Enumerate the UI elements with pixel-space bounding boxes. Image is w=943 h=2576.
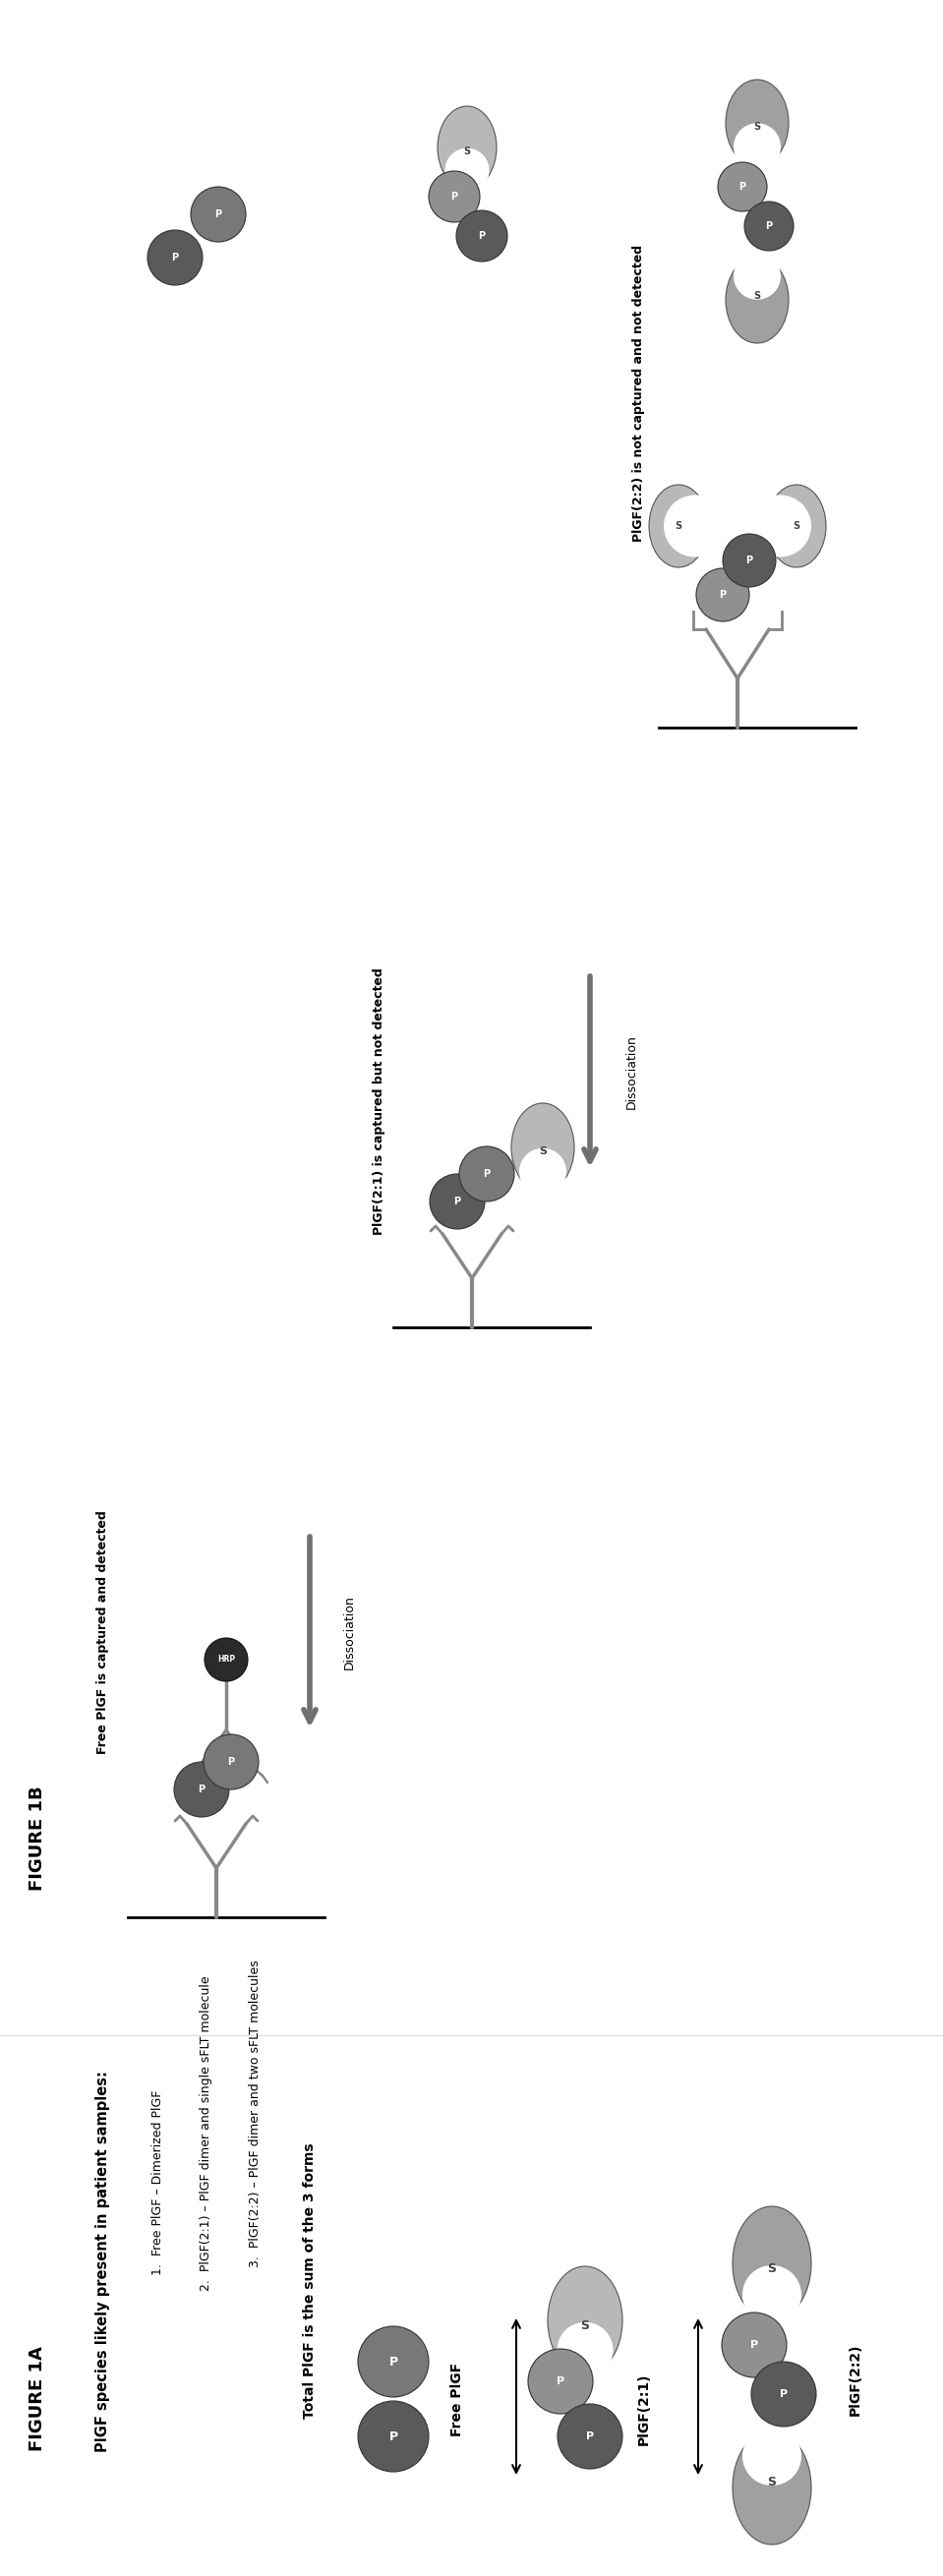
Text: S: S [753,121,761,131]
Circle shape [358,2326,429,2398]
Text: S: S [768,2262,776,2275]
Ellipse shape [726,258,788,343]
Text: 3.  PlGF(2:2) – PlGF dimer and two sFLT molecules: 3. PlGF(2:2) – PlGF dimer and two sFLT m… [249,1960,262,2267]
Text: PlGF(2:1) is captured but not detected: PlGF(2:1) is captured but not detected [372,969,385,1234]
Text: P: P [586,2432,594,2442]
Ellipse shape [733,2432,811,2545]
Text: HRP: HRP [217,1656,235,1664]
Text: S: S [675,520,682,531]
Circle shape [147,229,203,286]
Circle shape [456,211,507,263]
Circle shape [734,252,781,299]
Circle shape [429,170,480,222]
Circle shape [557,2321,613,2378]
Circle shape [742,2427,802,2486]
Ellipse shape [649,484,708,567]
Circle shape [744,201,794,250]
Circle shape [190,188,246,242]
Circle shape [722,533,776,587]
Text: 1.  Free PlGF – Dimerized PlGF: 1. Free PlGF – Dimerized PlGF [151,2089,164,2275]
Text: S: S [538,1146,547,1157]
Circle shape [664,495,726,556]
Text: 2.  PlGF(2:1) – PlGF dimer and single sFLT molecule: 2. PlGF(2:1) – PlGF dimer and single sFL… [200,1976,213,2290]
Circle shape [459,1146,514,1200]
Ellipse shape [767,484,826,567]
Text: P: P [478,232,486,242]
Text: P: P [780,2388,787,2398]
Text: FIGURE 1B: FIGURE 1B [28,1785,46,1891]
Text: P: P [172,252,178,263]
Circle shape [528,2349,593,2414]
Circle shape [520,1149,567,1195]
Text: S: S [581,2318,589,2331]
Circle shape [752,2362,816,2427]
Text: FIGURE 1A: FIGURE 1A [28,2347,46,2452]
Ellipse shape [726,80,788,167]
Text: P: P [454,1198,461,1206]
Text: P: P [389,2429,398,2442]
Text: S: S [753,291,761,301]
Text: Total PlGF is the sum of the 3 forms: Total PlGF is the sum of the 3 forms [303,2143,317,2419]
Text: Dissociation: Dissociation [342,1595,356,1669]
Text: P: P [556,2378,565,2385]
Circle shape [721,2313,786,2378]
Circle shape [750,495,811,556]
Text: P: P [198,1785,205,1795]
Circle shape [445,147,489,193]
Text: S: S [793,520,800,531]
Text: P: P [483,1170,490,1180]
Ellipse shape [733,2205,811,2321]
Text: P: P [720,590,726,600]
Text: PlGF(2:2) is not captured and not detected: PlGF(2:2) is not captured and not detect… [633,245,646,541]
Circle shape [174,1762,229,1816]
Text: P: P [451,191,457,201]
Text: P: P [739,183,746,191]
Text: P: P [227,1757,235,1767]
Text: P: P [751,2339,758,2349]
Circle shape [557,2403,622,2468]
Text: PlGF(2:2): PlGF(2:2) [849,2344,862,2416]
Ellipse shape [438,106,497,188]
Circle shape [205,1638,248,1682]
Text: P: P [746,556,753,564]
Text: Free PlGF is captured and detected: Free PlGF is captured and detected [97,1510,109,1754]
Circle shape [430,1175,485,1229]
Circle shape [204,1734,258,1790]
Text: Free PlGF: Free PlGF [451,2362,464,2437]
Circle shape [734,124,781,170]
Text: Dissociation: Dissociation [625,1036,637,1110]
Text: P: P [389,2354,398,2367]
Circle shape [742,2264,802,2324]
Text: S: S [464,147,471,157]
Text: P: P [215,209,222,219]
Ellipse shape [511,1103,574,1193]
Circle shape [696,569,750,621]
Text: PlGF species likely present in patient samples:: PlGF species likely present in patient s… [96,2071,110,2452]
Circle shape [718,162,767,211]
Text: P: P [766,222,772,232]
Ellipse shape [548,2267,622,2375]
Text: S: S [768,2476,776,2488]
Circle shape [358,2401,429,2473]
Text: PlGF(2:1): PlGF(2:1) [637,2372,651,2445]
